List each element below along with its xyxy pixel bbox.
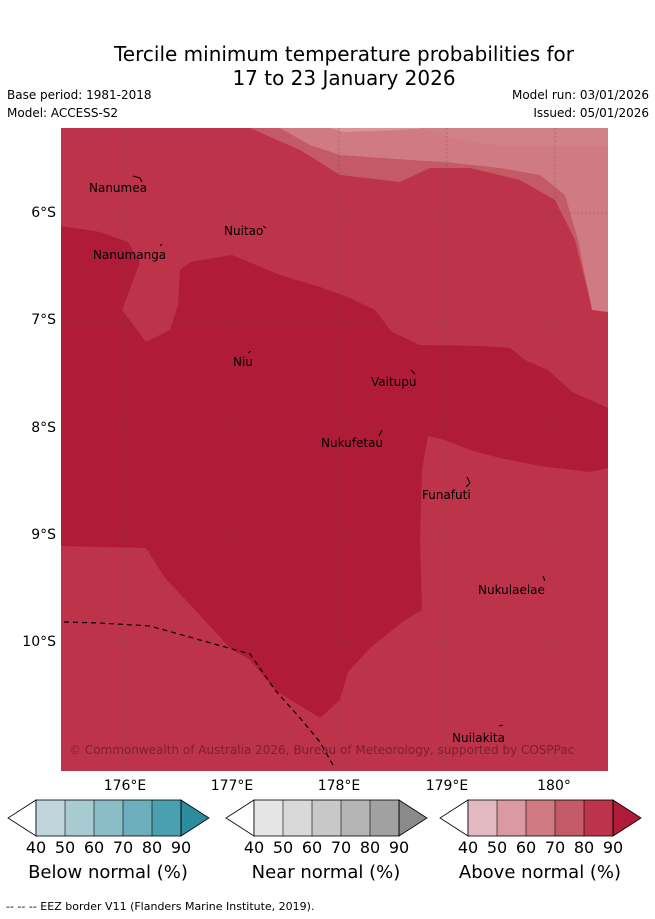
colorbar-tick: 60 [83, 838, 105, 857]
island-nanumanga [159, 243, 163, 247]
island-nuitao [262, 225, 267, 229]
map-region-above-60 [280, 128, 608, 312]
place-label: Nanumea [89, 181, 147, 195]
colorbar-tick: 80 [359, 838, 381, 857]
island-niu [247, 350, 252, 354]
x-tick: 178°E [317, 778, 361, 794]
y-tick: 7°S [31, 312, 56, 328]
base-period: Base period: 1981-2018 [7, 88, 152, 102]
colorbar-tick: 40 [25, 838, 47, 857]
x-tick: 179°E [425, 778, 469, 794]
x-tick: 180° [537, 778, 571, 794]
island-funafuti [465, 476, 471, 488]
eez-border [63, 621, 335, 768]
place-label: Nukulaelae [478, 583, 545, 597]
copyright-text: © Commonwealth of Australia 2026, Bureau… [69, 743, 574, 757]
islands [132, 175, 546, 727]
place-label: Funafuti [422, 488, 471, 502]
colorbar-tick: 80 [573, 838, 595, 857]
colorbar-title-below: Below normal (%) [28, 862, 188, 883]
colorbar-tick: 70 [330, 838, 352, 857]
colorbar-above-normal [439, 799, 642, 837]
island-nanumea [132, 175, 143, 183]
map-region-above-60c [420, 128, 608, 146]
colorbar-tick: 70 [544, 838, 566, 857]
colorbar-tick: 90 [602, 838, 624, 857]
y-tick: 8°S [31, 420, 56, 436]
issued-date: Issued: 05/01/2026 [533, 106, 649, 120]
eez-legend: -- -- -- EEZ border V11 (Flanders Marine… [6, 900, 315, 913]
chart-title-line1: Tercile minimum temperature probabilitie… [113, 42, 575, 66]
colorbar-tick: 70 [112, 838, 134, 857]
place-label: Niu [233, 355, 253, 369]
y-tick: 10°S [22, 634, 56, 650]
island-nukulaelae [542, 575, 546, 582]
colorbar-title-above: Above normal (%) [458, 862, 622, 883]
island-vaitupu [410, 369, 416, 375]
colorbar-tick: 50 [486, 838, 508, 857]
colorbar-tick: 40 [457, 838, 479, 857]
y-tick: 6°S [31, 205, 56, 221]
model-run: Model run: 03/01/2026 [511, 88, 649, 102]
map-region-above-60b [330, 128, 430, 132]
island-nukufetau [378, 429, 383, 437]
colorbar-tick: 90 [170, 838, 192, 857]
colorbar-tick: 90 [388, 838, 410, 857]
colorbar-title-near: Near normal (%) [251, 862, 401, 883]
gridlines [61, 128, 608, 771]
colorbar-tick: 50 [272, 838, 294, 857]
colorbar-tick: 50 [54, 838, 76, 857]
island-nuilakita [498, 724, 504, 727]
colorbar-tick: 80 [141, 838, 163, 857]
place-label: Nuitao [224, 224, 263, 238]
chart-title-line2: 17 to 23 January 2026 [232, 66, 456, 90]
colorbar-tick: 60 [515, 838, 537, 857]
colorbar-below-normal [7, 799, 210, 837]
y-tick: 9°S [31, 527, 56, 543]
place-label: Vaitupu [371, 375, 417, 389]
map-region-above-90 [61, 226, 608, 718]
model-name: Model: ACCESS-S2 [7, 106, 119, 120]
colorbar-tick: 60 [301, 838, 323, 857]
x-tick: 177°E [210, 778, 254, 794]
x-tick: 176°E [103, 778, 147, 794]
place-label: Nukufetau [321, 436, 383, 450]
place-label: Nuilakita [452, 731, 505, 745]
colorbar-near-normal [225, 799, 428, 837]
colorbar-tick: 40 [243, 838, 265, 857]
place-label: Nanumanga [93, 248, 166, 262]
